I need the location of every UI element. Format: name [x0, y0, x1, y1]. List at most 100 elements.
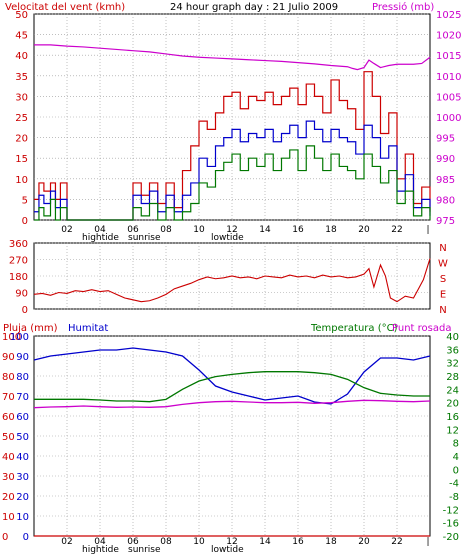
lowtide-marker-1: lowtide	[211, 233, 244, 243]
temperature-tick-label: -16	[443, 519, 459, 530]
pressure-tick-label: 975	[436, 216, 455, 227]
temperature-tick-label: 8	[453, 439, 459, 450]
hour-tick-label: 22	[391, 225, 402, 235]
pressure-tick-label: 995	[436, 134, 455, 145]
humidity-tick-label: 50	[16, 432, 29, 443]
panel3-series-line	[33, 347, 431, 405]
wind-tick-label: 15	[15, 154, 28, 165]
compass-tick-label: N	[439, 305, 446, 316]
temperature-tick-label: 16	[446, 412, 459, 423]
panel3-series-line	[34, 371, 430, 403]
hour-tick-label: 04	[94, 225, 106, 235]
humidity-tick-label: 90	[16, 352, 29, 363]
direction-tick-label: 90	[15, 289, 28, 300]
hour-tick-label: 04	[94, 537, 106, 547]
rain-tick-label: 0	[2, 532, 8, 543]
pressure-title: Pressió (mb)	[372, 1, 434, 13]
humidity-tick-label: 20	[16, 492, 29, 503]
hour-tick-label: 14	[259, 225, 271, 235]
wind-tick-label: 50	[15, 10, 28, 21]
humidity-title: Humitat	[68, 323, 108, 334]
temperature-tick-label: 36	[446, 345, 459, 356]
direction-tick-label: 180	[9, 272, 28, 283]
temperature-tick-label: 28	[446, 372, 459, 383]
temperature-tick-label: 12	[446, 425, 459, 436]
hour-tick-label: 08	[160, 225, 172, 235]
wind-tick-label: 10	[15, 175, 28, 186]
sunrise-marker-2: sunrise	[128, 545, 161, 555]
hour-tick-label: 22	[391, 537, 402, 547]
hightide-marker-2: hightide	[82, 545, 119, 555]
pressure-tick-label: 985	[436, 175, 455, 186]
pressure-tick-label: 1020	[436, 31, 461, 42]
hour-tick-label: 18	[325, 225, 337, 235]
compass-tick-label: E	[440, 290, 446, 301]
wind-tick-label: 35	[15, 72, 28, 83]
compass-tick-label: S	[440, 274, 446, 285]
compass-tick-label: N	[439, 243, 446, 254]
hour-tick-label: 02	[61, 225, 72, 235]
hour-tick-label: 16	[292, 537, 304, 547]
rain-tick-label: 10	[2, 512, 15, 523]
temperature-tick-label: -12	[443, 505, 459, 516]
temperature-tick-label: 24	[446, 385, 459, 396]
pressure-tick-label: 1015	[436, 51, 461, 62]
pressure-tick-label: 990	[436, 154, 455, 165]
temperature-tick-label: 4	[453, 452, 459, 463]
humidity-tick-label: 100	[10, 332, 29, 343]
temperature-title: Temperatura (°C)	[310, 323, 398, 334]
sunrise-marker-1: sunrise	[128, 233, 161, 243]
wind-tick-label: 0	[22, 216, 28, 227]
hour-tick-label: 20	[358, 225, 370, 235]
wind-speed-title: Velocitat del vent (kmh)	[5, 2, 125, 13]
rain-title: Pluja (mm)	[3, 323, 58, 334]
hour-tick-label: 12	[226, 225, 237, 235]
wind-tick-label: 5	[22, 195, 28, 206]
direction-tick-label: 270	[9, 256, 28, 267]
rain-tick-label: 20	[2, 492, 15, 503]
panel1-series-line	[34, 44, 431, 71]
temperature-tick-label: -8	[449, 492, 459, 503]
hour-tick-label: 10	[193, 225, 205, 235]
graph-title: 24 hour graph day : 21 Julio 2009	[170, 2, 338, 13]
end-tick: |	[426, 537, 429, 547]
temperature-tick-label: 20	[446, 399, 459, 410]
hour-tick-label: 18	[325, 537, 337, 547]
temperature-tick-label: 0	[453, 465, 459, 476]
direction-tick-label: 360	[9, 239, 28, 250]
humidity-tick-label: 60	[16, 412, 29, 423]
rain-tick-label: 40	[2, 452, 15, 463]
direction-tick-label: 0	[22, 305, 28, 316]
temperature-tick-label: -20	[443, 532, 459, 543]
dewpoint-title: Punt rosada	[392, 323, 451, 334]
hour-tick-label: 12	[226, 537, 237, 547]
pressure-tick-label: 1025	[436, 10, 461, 21]
humidity-tick-label: 40	[16, 452, 29, 463]
rain-tick-label: 90	[2, 352, 15, 363]
temperature-tick-label: 40	[446, 332, 459, 343]
panel1-series-line	[34, 145, 431, 221]
wind-tick-label: 40	[15, 51, 28, 62]
hour-tick-label: 16	[292, 225, 304, 235]
rain-tick-label: 30	[2, 472, 15, 483]
humidity-tick-label: 70	[16, 392, 29, 403]
wind-tick-label: 45	[15, 31, 28, 42]
temperature-tick-label: 32	[446, 359, 459, 370]
pressure-tick-label: 1000	[436, 113, 461, 124]
pressure-tick-label: 980	[436, 195, 455, 206]
hour-tick-label: 06	[127, 537, 139, 547]
hour-tick-label: 20	[358, 537, 370, 547]
rain-tick-label: 50	[2, 432, 15, 443]
pressure-tick-label: 1010	[436, 72, 461, 83]
hour-tick-label: 10	[193, 537, 205, 547]
hour-tick-label: 06	[127, 225, 139, 235]
humidity-tick-label: 0	[23, 532, 29, 543]
lowtide-marker-2: lowtide	[211, 545, 244, 555]
rain-tick-label: 70	[2, 392, 15, 403]
compass-tick-label: W	[438, 259, 448, 270]
hour-tick-label: 14	[259, 537, 271, 547]
panel3-series-line	[33, 399, 431, 409]
temperature-tick-label: -4	[449, 479, 459, 490]
